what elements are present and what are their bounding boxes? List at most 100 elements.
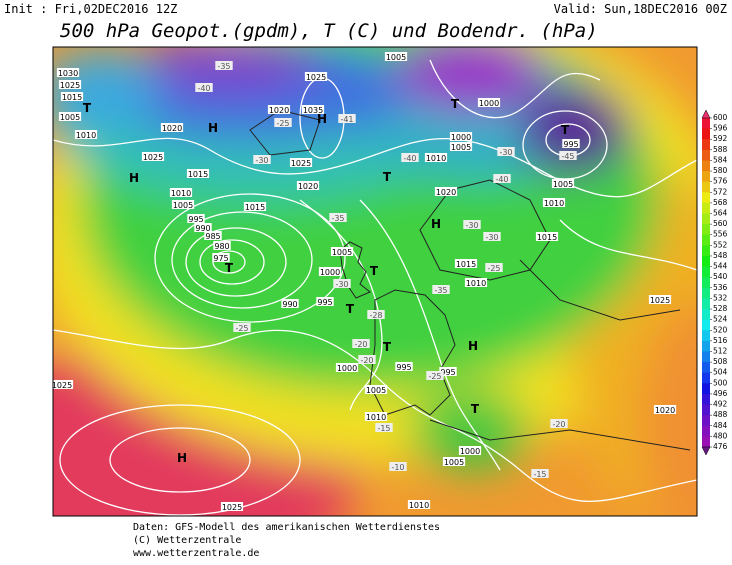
temperature-label-box bbox=[485, 263, 503, 272]
colorbar-cell bbox=[702, 351, 710, 363]
pressure-center: H bbox=[129, 171, 139, 185]
pressure-label: 1015 bbox=[62, 93, 82, 102]
pressure-label: 990 bbox=[282, 300, 297, 309]
pressure-label-box bbox=[204, 231, 222, 240]
pressure-center: H bbox=[317, 112, 327, 126]
colorbar-tick-label: 496 bbox=[713, 389, 728, 398]
temperature-label-box bbox=[493, 174, 511, 183]
temperature-label: -35 bbox=[331, 214, 344, 223]
colorbar-tick-label: 600 bbox=[713, 113, 728, 122]
temperature-label: -30 bbox=[485, 233, 498, 242]
colorbar-cell bbox=[702, 171, 710, 183]
temperature-label-box bbox=[483, 232, 501, 241]
temperature-label: -10 bbox=[391, 463, 404, 472]
colorbar-tick-label: 492 bbox=[713, 400, 728, 409]
temperature-label: -40 bbox=[495, 175, 508, 184]
colorbar-cell bbox=[702, 330, 710, 342]
footer-line: (C) Wetterzentrale bbox=[133, 535, 241, 546]
pressure-label: 1025 bbox=[306, 73, 326, 82]
temperature-label: -30 bbox=[255, 156, 268, 165]
colorbar-cell bbox=[702, 160, 710, 172]
colorbar-cell bbox=[702, 255, 710, 268]
colorbar-cell bbox=[702, 266, 710, 278]
pressure-label-box bbox=[58, 112, 82, 121]
colorbar-tick-label: 568 bbox=[713, 198, 728, 207]
colorbar-tick-label: 556 bbox=[713, 230, 728, 239]
temperature-label: -30 bbox=[335, 280, 348, 289]
colorbar-cell bbox=[702, 202, 710, 215]
colorbar-cell bbox=[702, 319, 710, 331]
pressure-label-box bbox=[169, 188, 193, 197]
pressure-label: 1020 bbox=[436, 188, 456, 197]
temperature-label: -41 bbox=[340, 115, 353, 124]
init-time: Init : Fri,02DEC2016 12Z bbox=[4, 2, 177, 16]
pressure-center: T bbox=[225, 261, 234, 275]
pressure-label: 1025 bbox=[52, 381, 72, 390]
pressure-label-box bbox=[301, 105, 325, 114]
pressure-label: 1025 bbox=[291, 159, 311, 168]
temperature-label-box bbox=[333, 279, 351, 288]
colorbar-cell bbox=[702, 277, 710, 289]
temperature-label-box bbox=[367, 310, 385, 319]
colorbar-cell bbox=[702, 287, 710, 299]
colorbar-cell bbox=[702, 393, 710, 406]
colorbar-cell bbox=[702, 383, 710, 395]
pressure-label: 1025 bbox=[60, 81, 80, 90]
colorbar-tick-label: 564 bbox=[713, 209, 728, 218]
temperature-label-box bbox=[358, 355, 376, 364]
pressure-label: 1010 bbox=[409, 501, 429, 510]
pressure-label: 1030 bbox=[58, 69, 78, 78]
colorbar-tick-label: 520 bbox=[713, 325, 728, 334]
pressure-label: 1020 bbox=[655, 406, 675, 415]
colorbar-tick-label: 544 bbox=[713, 262, 728, 271]
temperature-label-box bbox=[375, 423, 393, 432]
colorbar-cell bbox=[702, 192, 710, 204]
pressure-label: 1035 bbox=[303, 106, 323, 115]
temperature-label-box bbox=[559, 151, 577, 160]
temperature-label-box bbox=[253, 155, 271, 164]
pressure-label-box bbox=[194, 223, 212, 232]
pressure-label: 995 bbox=[188, 215, 203, 224]
temperature-label-box bbox=[432, 285, 450, 294]
pressure-label: 1000 bbox=[460, 447, 480, 456]
colorbar-tick-label: 572 bbox=[713, 187, 728, 196]
colorbar-cell bbox=[702, 372, 710, 384]
colorbar-cell bbox=[702, 118, 710, 130]
pressure-label-box bbox=[384, 52, 408, 61]
colorbar-tick-label: 528 bbox=[713, 304, 728, 313]
colorbar-cell bbox=[702, 425, 710, 437]
pressure-label: 1015 bbox=[456, 260, 476, 269]
pressure-label: 1005 bbox=[553, 180, 573, 189]
temperature-label: -20 bbox=[354, 340, 367, 349]
pressure-label-box bbox=[141, 152, 165, 161]
pressure-label: 1005 bbox=[60, 113, 80, 122]
pressure-center: T bbox=[451, 97, 460, 111]
colorbar-tick-label: 592 bbox=[713, 134, 728, 143]
colorbar-tick-label: 480 bbox=[713, 431, 728, 440]
colorbar-tick-label: 488 bbox=[713, 410, 728, 419]
pressure-label: 995 bbox=[317, 298, 332, 307]
pressure-center: T bbox=[471, 402, 480, 416]
footer-line: Daten: GFS-Modell des amerikanischen Wet… bbox=[133, 522, 440, 533]
pressure-label-box bbox=[186, 169, 210, 178]
pressure-label-box bbox=[542, 198, 566, 207]
colorbar-tick-label: 580 bbox=[713, 166, 728, 175]
pressure-label: 985 bbox=[205, 232, 220, 241]
pressure-label-box bbox=[364, 385, 388, 394]
pressure-center: H bbox=[431, 217, 441, 231]
colorbar-tick-label: 588 bbox=[713, 145, 728, 154]
pressure-label-box bbox=[56, 68, 80, 77]
temperature-label-box bbox=[497, 147, 515, 156]
pressure-label-box bbox=[296, 181, 320, 190]
pressure-label: 995 bbox=[563, 140, 578, 149]
temperature-label: -25 bbox=[428, 372, 441, 381]
pressure-label-box bbox=[449, 132, 473, 141]
temperature-label: -30 bbox=[499, 148, 512, 157]
pressure-label-box bbox=[281, 299, 299, 308]
temperature-label-box bbox=[463, 220, 481, 229]
pressure-label: 1010 bbox=[76, 131, 96, 140]
pressure-label-box bbox=[407, 500, 431, 509]
pressure-label-box bbox=[364, 412, 388, 421]
colorbar-tick-label: 560 bbox=[713, 219, 728, 228]
